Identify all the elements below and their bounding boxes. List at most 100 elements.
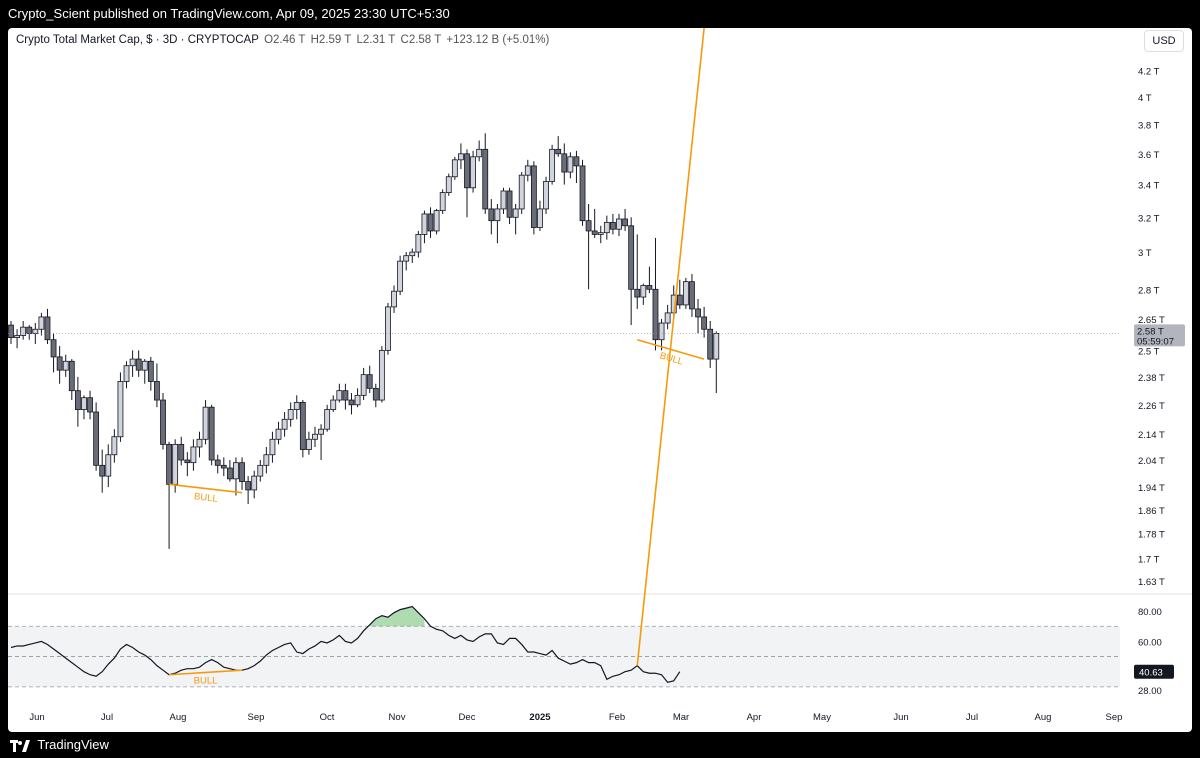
ohlc-close: C2.58 T	[400, 34, 442, 46]
candle-up	[518, 174, 525, 210]
candle-up	[476, 148, 483, 158]
time-tick-label: Jun	[29, 712, 44, 723]
currency-button[interactable]: USD	[1144, 30, 1184, 52]
footer-brand: TradingView	[10, 735, 109, 755]
time-tick-label: Oct	[320, 712, 335, 723]
candle-up	[640, 285, 647, 298]
price-badge	[1134, 324, 1185, 347]
time-tick-label: Jul	[966, 712, 978, 723]
candle-up	[385, 306, 391, 351]
candle-up	[549, 148, 556, 182]
candle-down	[154, 381, 160, 401]
candle-down	[56, 356, 63, 371]
time-tick-label: Aug	[170, 712, 187, 723]
bull-label: BULL	[193, 491, 218, 505]
chart-legend: Crypto Total Market Cap, $ · 3D · CRYPTO…	[16, 34, 551, 46]
candle-up	[202, 406, 209, 440]
candle-down	[342, 390, 349, 401]
candle-up	[129, 358, 136, 367]
candle-up	[433, 210, 440, 232]
candle-down	[573, 156, 580, 167]
candle-down	[482, 148, 489, 210]
candle-down	[74, 390, 81, 410]
candle-up	[567, 156, 574, 173]
candle-down	[166, 443, 172, 485]
candle-up	[257, 464, 264, 477]
candle-up	[251, 475, 258, 491]
chart-area[interactable]: Crypto Total Market Cap, $ · 3D · CRYPTO…	[8, 28, 1192, 732]
price-tick-label: 3 T	[1138, 248, 1152, 259]
candle-up	[616, 218, 622, 230]
candle-down	[44, 316, 51, 341]
candle-down	[99, 464, 106, 477]
candle-up	[470, 156, 476, 189]
candle-up	[324, 409, 331, 430]
price-tick-label: 2.38 T	[1138, 373, 1165, 384]
candle-down	[214, 459, 221, 466]
candle-up	[336, 390, 343, 401]
candle-up	[354, 394, 361, 406]
candle-up	[111, 436, 118, 456]
tradingview-logo-icon	[10, 739, 30, 752]
time-tick-label: Mar	[673, 712, 689, 723]
candle-up	[378, 349, 385, 401]
candle-up	[269, 438, 276, 456]
rsi-tick-label: 80.00	[1138, 607, 1162, 618]
candle-down	[239, 462, 245, 482]
rsi-overbought-fill	[369, 606, 425, 627]
price-tick-label: 4 T	[1138, 93, 1152, 104]
price-tick-label: 2.14 T	[1138, 430, 1165, 441]
candle-up	[397, 260, 404, 292]
candle-up	[293, 402, 300, 410]
time-tick-label: Aug	[1035, 712, 1052, 723]
candle-down	[226, 467, 233, 480]
candle-down	[26, 326, 33, 334]
candle-down	[464, 153, 470, 189]
candle-up	[512, 208, 519, 218]
price-tick-label: 1.94 T	[1138, 483, 1165, 494]
candle-down	[366, 374, 373, 389]
candle-up	[500, 190, 507, 210]
candle-up	[14, 335, 20, 339]
ohlc-change: +123.12 B (+5.01%)	[446, 34, 550, 46]
time-tick-label: Nov	[389, 712, 406, 723]
ohlc-low: L2.31 T	[356, 34, 396, 46]
candle-down	[628, 225, 635, 290]
candle-up	[263, 454, 270, 466]
candle-down	[208, 406, 215, 461]
candle-down	[8, 324, 14, 339]
candle-up	[330, 399, 337, 410]
candle-up	[123, 365, 130, 382]
price-tick-label: 3.6 T	[1138, 150, 1160, 161]
candle-up	[275, 428, 282, 440]
candle-down	[68, 360, 75, 392]
candle-up	[403, 255, 410, 262]
candle-up	[281, 418, 288, 430]
candle-up	[439, 192, 446, 211]
candle-up	[32, 328, 39, 334]
price-tick-label: 1.63 T	[1138, 577, 1165, 588]
rsi-line	[10, 605, 681, 683]
candle-up	[196, 438, 203, 448]
candle-up	[524, 165, 531, 176]
ohlc-open: O2.46 T	[264, 34, 306, 46]
price-tick-label: 4.2 T	[1138, 67, 1160, 78]
candle-up	[415, 234, 422, 253]
price-tick-label: 3.8 T	[1138, 121, 1160, 132]
divergence-line	[168, 483, 243, 494]
publish-header: Crypto_Scient published on TradingView.c…	[8, 6, 450, 21]
candle-down	[160, 399, 166, 445]
chart-svg: 4.2 T 4 T 3.8 T 3.6 T 3.4 T 3.2 T 3 T 2.8 T 2.65…	[8, 28, 1192, 723]
candle-down	[652, 288, 659, 341]
time-tick-label: 2025	[529, 712, 551, 723]
price-tick-label: 2.04 T	[1138, 456, 1165, 467]
candle-up	[658, 322, 665, 341]
candle-up	[537, 208, 543, 228]
rsi-divergence-line	[169, 669, 243, 676]
candle-down	[646, 285, 653, 290]
price-badge-countdown: 05:59:07	[1137, 336, 1174, 347]
time-tick-label: May	[813, 712, 831, 723]
candle-up	[421, 213, 428, 235]
candle-down	[147, 360, 154, 382]
